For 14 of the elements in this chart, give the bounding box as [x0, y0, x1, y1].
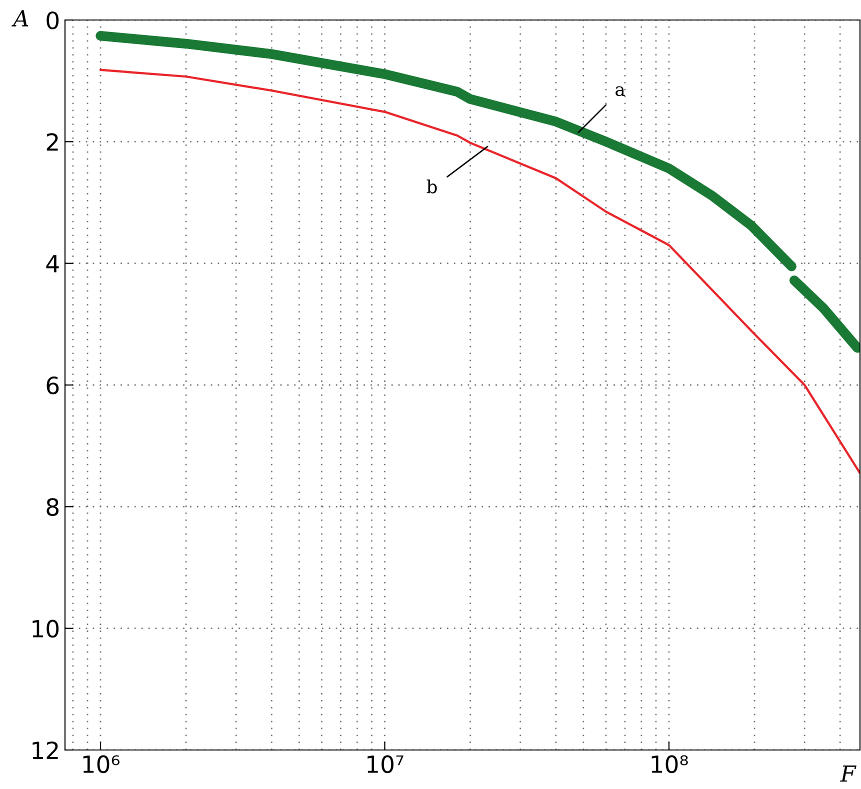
x-tick-label: 10⁶	[83, 755, 120, 774]
x-axis-title: F	[840, 765, 856, 782]
y-tick-label: 6	[46, 376, 59, 394]
y-tick-label: 0	[46, 11, 59, 30]
x-tick-label: 10⁷	[368, 755, 404, 774]
y-tick-label: 10	[32, 620, 59, 638]
y-tick-label: 4	[46, 255, 59, 272]
x-tick-label: 10⁸	[652, 755, 688, 774]
y-tick-label: 8	[46, 498, 59, 516]
y-tick-label: 2	[46, 133, 58, 151]
y-tick-label: 12	[32, 741, 58, 759]
annotation: a	[616, 86, 625, 96]
y-axis-title: A	[12, 10, 28, 26]
annotation: b	[426, 179, 437, 194]
